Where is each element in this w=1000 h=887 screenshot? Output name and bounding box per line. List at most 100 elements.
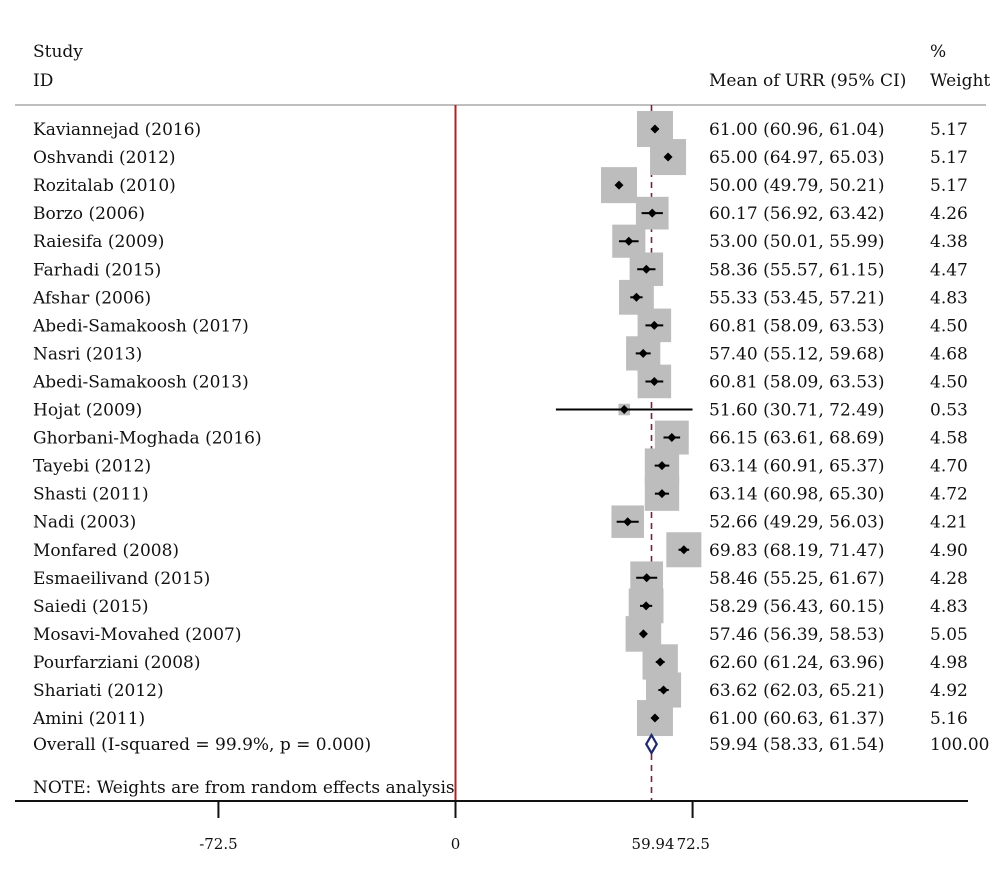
study-row: Amini (2011) 61.00 (60.63, 61.37) 5.16 [32, 700, 968, 737]
header-weight-percent: % [930, 42, 946, 62]
study-weight: 4.28 [930, 569, 968, 589]
study-ci: 61.00 (60.96, 61.04) [709, 120, 884, 140]
study-ci: 63.14 (60.98, 65.30) [709, 485, 884, 505]
study-weight: 4.92 [930, 681, 968, 701]
point-marker [642, 573, 652, 583]
study-weight: 4.68 [930, 344, 968, 364]
study-weight: 4.38 [930, 232, 968, 252]
study-ci: 58.29 (56.43, 60.15) [709, 597, 884, 617]
study-weight: 4.58 [930, 429, 968, 449]
point-marker [624, 236, 634, 246]
study-label: Borzo (2006) [33, 204, 145, 224]
study-ci: 61.00 (60.63, 61.37) [709, 709, 884, 729]
point-marker [619, 405, 629, 414]
point-marker [663, 152, 673, 162]
study-label: Nadi (2003) [33, 513, 136, 533]
study-rows: Kaviannejad (2016) 61.00 (60.96, 61.04) 5.… [32, 111, 989, 756]
point-marker [650, 124, 660, 134]
point-marker [657, 489, 667, 499]
study-row: Pourfarziani (2008) 62.60 (61.24, 63.96) 4… [33, 644, 968, 680]
study-label: Pourfarziani (2008) [33, 653, 200, 673]
study-weight: 4.90 [930, 541, 968, 561]
study-weight: 4.47 [930, 260, 968, 280]
study-weight: 4.50 [930, 372, 968, 392]
study-label: Shariati (2012) [33, 681, 164, 701]
point-marker [638, 629, 648, 639]
header-weight: Weight [930, 71, 990, 91]
study-ci: 60.81 (58.09, 63.53) [709, 372, 884, 392]
study-weight: 5.17 [930, 176, 968, 196]
study-ci: 57.46 (56.39, 58.53) [709, 625, 884, 645]
x-tick-label: -72.5 [199, 835, 237, 853]
study-ci: 63.62 (62.03, 65.21) [709, 681, 884, 701]
study-label: Raiesifa (2009) [33, 232, 164, 252]
overall-label: Overall (I-squared = 99.9%, p = 0.000) [33, 735, 371, 755]
study-row: Raiesifa (2009) 53.00 (50.01, 55.99) 4.38 [33, 224, 968, 258]
study-ci: 58.36 (55.57, 61.15) [709, 260, 884, 280]
point-marker [657, 461, 667, 471]
point-marker [659, 685, 669, 695]
study-weight: 4.72 [930, 485, 968, 505]
study-weight: 0.53 [930, 401, 968, 421]
study-label: Afshar (2006) [32, 288, 151, 308]
overall-ci: 59.94 (58.33, 61.54) [709, 735, 884, 755]
header-id: ID [33, 71, 53, 91]
study-ci: 50.00 (49.79, 50.21) [709, 176, 884, 196]
study-weight: 4.50 [930, 316, 968, 336]
study-label: Saiedi (2015) [33, 597, 149, 617]
study-label: Esmaeilivand (2015) [33, 569, 210, 589]
study-weight: 5.16 [930, 709, 968, 729]
point-marker [641, 601, 651, 611]
x-tick-label: 72.5 [677, 835, 710, 853]
study-ci: 62.60 (61.24, 63.96) [709, 653, 884, 673]
study-weight: 5.17 [930, 120, 968, 140]
x-axis: -72.5 0 59.94 72.5 [15, 800, 968, 853]
point-marker [667, 433, 677, 443]
study-ci: 55.33 (53.45, 57.21) [709, 288, 884, 308]
study-label: Tayebi (2012) [33, 457, 151, 477]
point-marker [631, 292, 641, 302]
study-ci: 53.00 (50.01, 55.99) [709, 232, 884, 252]
note-text: NOTE: Weights are from random effects an… [33, 778, 455, 798]
overall-weight: 100.00 [930, 735, 989, 755]
study-row: Nasri (2013) 57.40 (55.12, 59.68) 4.68 [33, 336, 968, 371]
study-label: Ghorbani-Moghada (2016) [33, 429, 262, 449]
study-weight: 4.83 [930, 288, 968, 308]
study-row: Monfared (2008) 69.83 (68.19, 71.47) 4.90 [33, 532, 968, 568]
study-row: Esmaeilivand (2015) 58.46 (55.25, 61.67) 4… [33, 561, 968, 595]
study-row: Shasti (2011) 63.14 (60.98, 65.30) 4.72 [33, 476, 968, 511]
overall-diamond [644, 732, 659, 756]
study-row: Abedi-Samakoosh (2013) 60.81 (58.09, 63.5… [32, 364, 968, 399]
study-weight: 4.98 [930, 653, 968, 673]
study-ci: 63.14 (60.91, 65.37) [709, 457, 884, 477]
study-row: Abedi-Samakoosh (2017) 60.81 (58.09, 63.5… [32, 308, 968, 343]
study-row: Saiedi (2015) 58.29 (56.43, 60.15) 4.83 [33, 588, 968, 624]
study-label: Monfared (2008) [33, 541, 179, 561]
study-label: Oshvandi (2012) [33, 148, 176, 168]
study-row: Nadi (2003) 52.66 (49.29, 56.03) 4.21 [33, 505, 968, 538]
study-weight: 4.70 [930, 457, 968, 477]
study-label: Kaviannejad (2016) [33, 120, 201, 140]
study-ci: 57.40 (55.12, 59.68) [709, 344, 884, 364]
study-ci: 60.81 (58.09, 63.53) [709, 316, 884, 336]
study-ci: 51.60 (30.71, 72.49) [709, 401, 884, 421]
study-label: Rozitalab (2010) [33, 176, 176, 196]
study-weight: 4.83 [930, 597, 968, 617]
study-row: Borzo (2006) 60.17 (56.92, 63.42) 4.26 [33, 196, 968, 230]
header-study: Study [33, 42, 83, 62]
study-row: Oshvandi (2012) 65.00 (64.97, 65.03) 5.17 [33, 139, 968, 176]
study-row: Hojat (2009) 51.60 (30.71, 72.49) 0.53 [33, 401, 968, 421]
study-weight: 4.21 [930, 513, 968, 533]
x-tick-label: 0 [451, 835, 461, 853]
study-ci: 65.00 (64.97, 65.03) [709, 148, 884, 168]
study-weight: 4.26 [930, 204, 968, 224]
study-ci: 66.15 (63.61, 68.69) [709, 429, 884, 449]
reference-lines [454, 105, 653, 801]
point-marker [614, 180, 624, 190]
study-label: Hojat (2009) [33, 401, 142, 421]
point-marker [647, 208, 657, 218]
point-marker [649, 320, 659, 330]
study-row: Kaviannejad (2016) 61.00 (60.96, 61.04) 5.… [33, 111, 968, 147]
study-row: Tayebi (2012) 63.14 (60.91, 65.37) 4.70 [33, 448, 968, 483]
study-label: Mosavi-Movahed (2007) [33, 625, 242, 645]
